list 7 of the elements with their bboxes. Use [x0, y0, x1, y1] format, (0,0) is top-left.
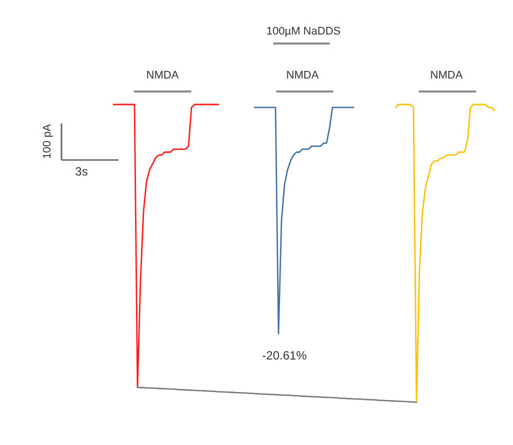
text: NMDA [430, 70, 464, 82]
annotation: -20.61% [262, 348, 308, 362]
text: 3s [75, 164, 88, 178]
text: 100µM NaDDS [266, 26, 341, 38]
text: 100 pA [42, 123, 54, 159]
text: NMDA [286, 70, 320, 82]
text: NMDA [146, 70, 180, 82]
